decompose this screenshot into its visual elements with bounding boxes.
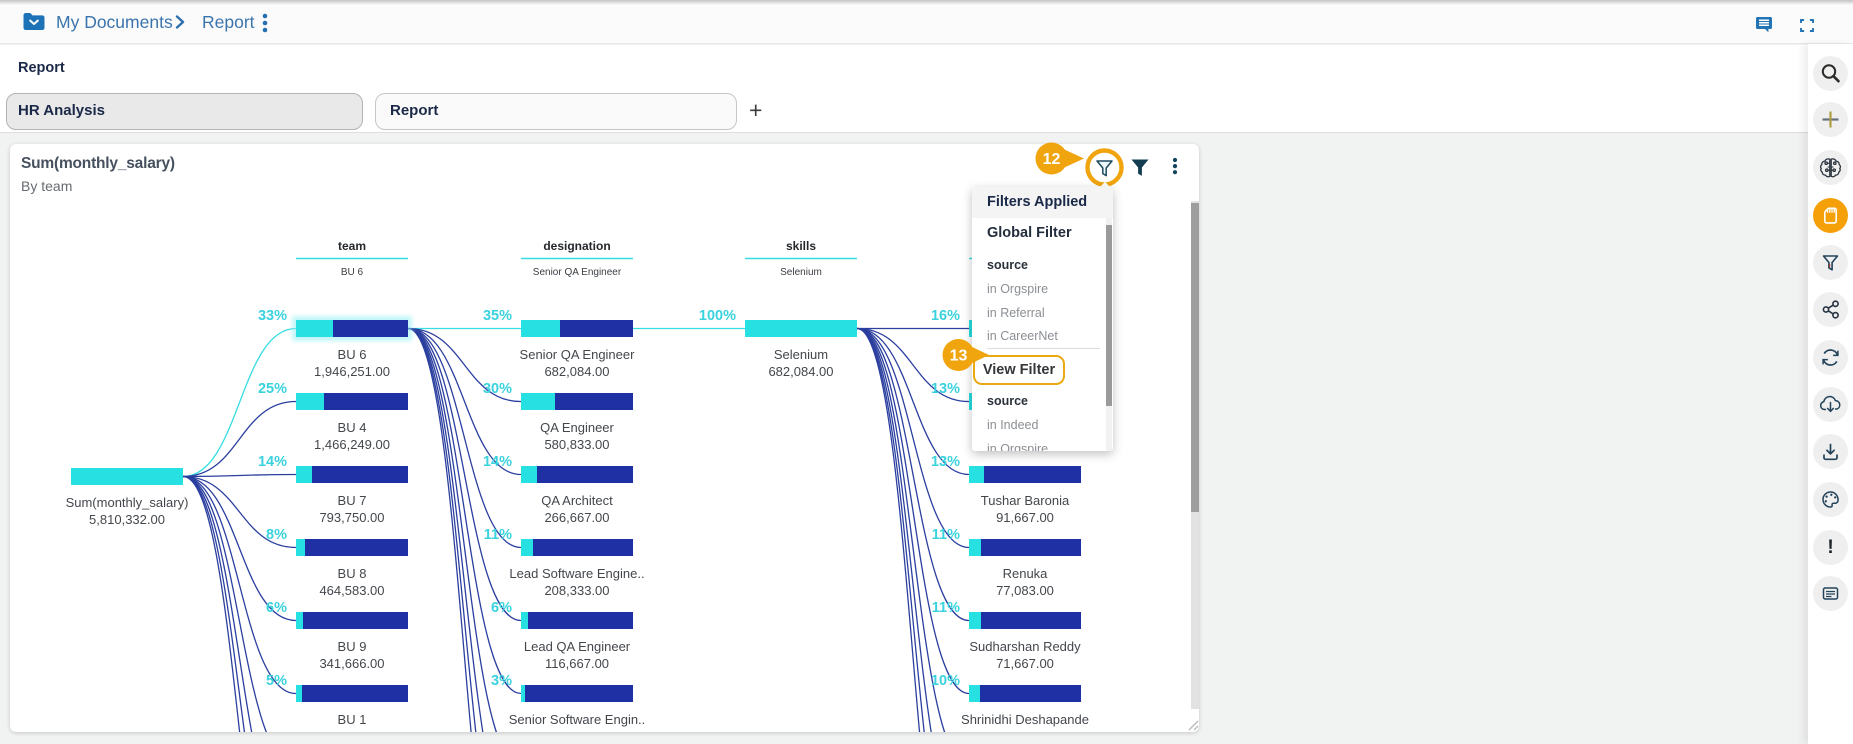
svg-text:Senior Software Engin..: Senior Software Engin.. bbox=[509, 712, 646, 727]
svg-text:BU 8: BU 8 bbox=[338, 566, 367, 581]
svg-text:13%: 13% bbox=[931, 381, 960, 397]
svg-text:BU 1: BU 1 bbox=[338, 712, 367, 727]
svg-text:Lead Software Engine..: Lead Software Engine.. bbox=[509, 566, 644, 581]
svg-text:12: 12 bbox=[1043, 151, 1061, 168]
svg-text:35%: 35% bbox=[483, 308, 512, 324]
svg-text:71,667.00: 71,667.00 bbox=[996, 656, 1054, 671]
svg-text:Selenium: Selenium bbox=[774, 347, 828, 362]
svg-text:11%: 11% bbox=[932, 527, 960, 543]
svg-text:25%: 25% bbox=[258, 381, 287, 397]
svg-text:BU 9: BU 9 bbox=[338, 639, 367, 654]
svg-text:Senior QA Engineer: Senior QA Engineer bbox=[533, 267, 622, 278]
svg-text:1,466,249.00: 1,466,249.00 bbox=[314, 437, 390, 452]
svg-text:Lead QA Engineer: Lead QA Engineer bbox=[524, 639, 631, 654]
svg-text:QA Architect: QA Architect bbox=[541, 493, 613, 508]
svg-text:designation: designation bbox=[543, 239, 610, 253]
svg-text:Shrinidhi Deshapande: Shrinidhi Deshapande bbox=[961, 712, 1089, 727]
svg-text:266,667.00: 266,667.00 bbox=[544, 510, 609, 525]
svg-text:3%: 3% bbox=[491, 673, 512, 689]
svg-text:310,000.00: 310,000.00 bbox=[319, 729, 384, 732]
svg-text:BU 6: BU 6 bbox=[338, 347, 367, 362]
svg-text:8%: 8% bbox=[266, 527, 287, 543]
svg-text:11%: 11% bbox=[932, 600, 960, 616]
svg-text:682,084.00: 682,084.00 bbox=[768, 364, 833, 379]
svg-text:341,666.00: 341,666.00 bbox=[319, 656, 384, 671]
svg-text:100%: 100% bbox=[699, 308, 736, 324]
svg-text:793,750.00: 793,750.00 bbox=[319, 510, 384, 525]
svg-text:16%: 16% bbox=[931, 308, 960, 324]
svg-text:116,667.00: 116,667.00 bbox=[545, 656, 609, 671]
svg-text:33%: 33% bbox=[258, 308, 287, 324]
svg-text:77,083.00: 77,083.00 bbox=[996, 583, 1054, 598]
svg-text:208,333.00: 208,333.00 bbox=[544, 583, 609, 598]
svg-text:Renuka: Renuka bbox=[1003, 566, 1049, 581]
svg-text:skills: skills bbox=[786, 239, 816, 253]
svg-text:14%: 14% bbox=[258, 454, 287, 470]
svg-text:1,946,251.00: 1,946,251.00 bbox=[314, 364, 390, 379]
svg-text:team: team bbox=[338, 239, 366, 253]
svg-text:5,810,332.00: 5,810,332.00 bbox=[89, 512, 165, 527]
svg-text:580,833.00: 580,833.00 bbox=[544, 437, 609, 452]
svg-text:6%: 6% bbox=[266, 600, 287, 616]
svg-text:13: 13 bbox=[950, 348, 968, 365]
svg-text:Selenium: Selenium bbox=[780, 267, 822, 278]
svg-text:BU 7: BU 7 bbox=[338, 493, 367, 508]
svg-text:91,667.00: 91,667.00 bbox=[996, 510, 1054, 525]
svg-text:13%: 13% bbox=[931, 454, 960, 470]
svg-text:682,084.00: 682,084.00 bbox=[544, 364, 609, 379]
svg-text:11%: 11% bbox=[484, 527, 512, 543]
svg-text:6%: 6% bbox=[491, 600, 512, 616]
svg-text:Sudharshan Reddy: Sudharshan Reddy bbox=[969, 639, 1081, 654]
svg-text:14%: 14% bbox=[483, 454, 512, 470]
svg-text:30%: 30% bbox=[483, 381, 512, 397]
svg-text:Tushar Baronia: Tushar Baronia bbox=[981, 493, 1070, 508]
svg-text:BU 6: BU 6 bbox=[341, 267, 364, 278]
svg-text:464,583.00: 464,583.00 bbox=[319, 583, 384, 598]
svg-text:Sum(monthly_salary): Sum(monthly_salary) bbox=[66, 495, 189, 510]
svg-text:QA Engineer: QA Engineer bbox=[540, 420, 614, 435]
svg-text:66,667.00: 66,667.00 bbox=[996, 729, 1054, 732]
svg-text:58,333.00: 58,333.00 bbox=[548, 729, 606, 732]
svg-text:5%: 5% bbox=[266, 673, 287, 689]
svg-text:Senior QA Engineer: Senior QA Engineer bbox=[520, 347, 636, 362]
svg-text:10%: 10% bbox=[931, 673, 960, 689]
svg-text:BU 4: BU 4 bbox=[338, 420, 367, 435]
